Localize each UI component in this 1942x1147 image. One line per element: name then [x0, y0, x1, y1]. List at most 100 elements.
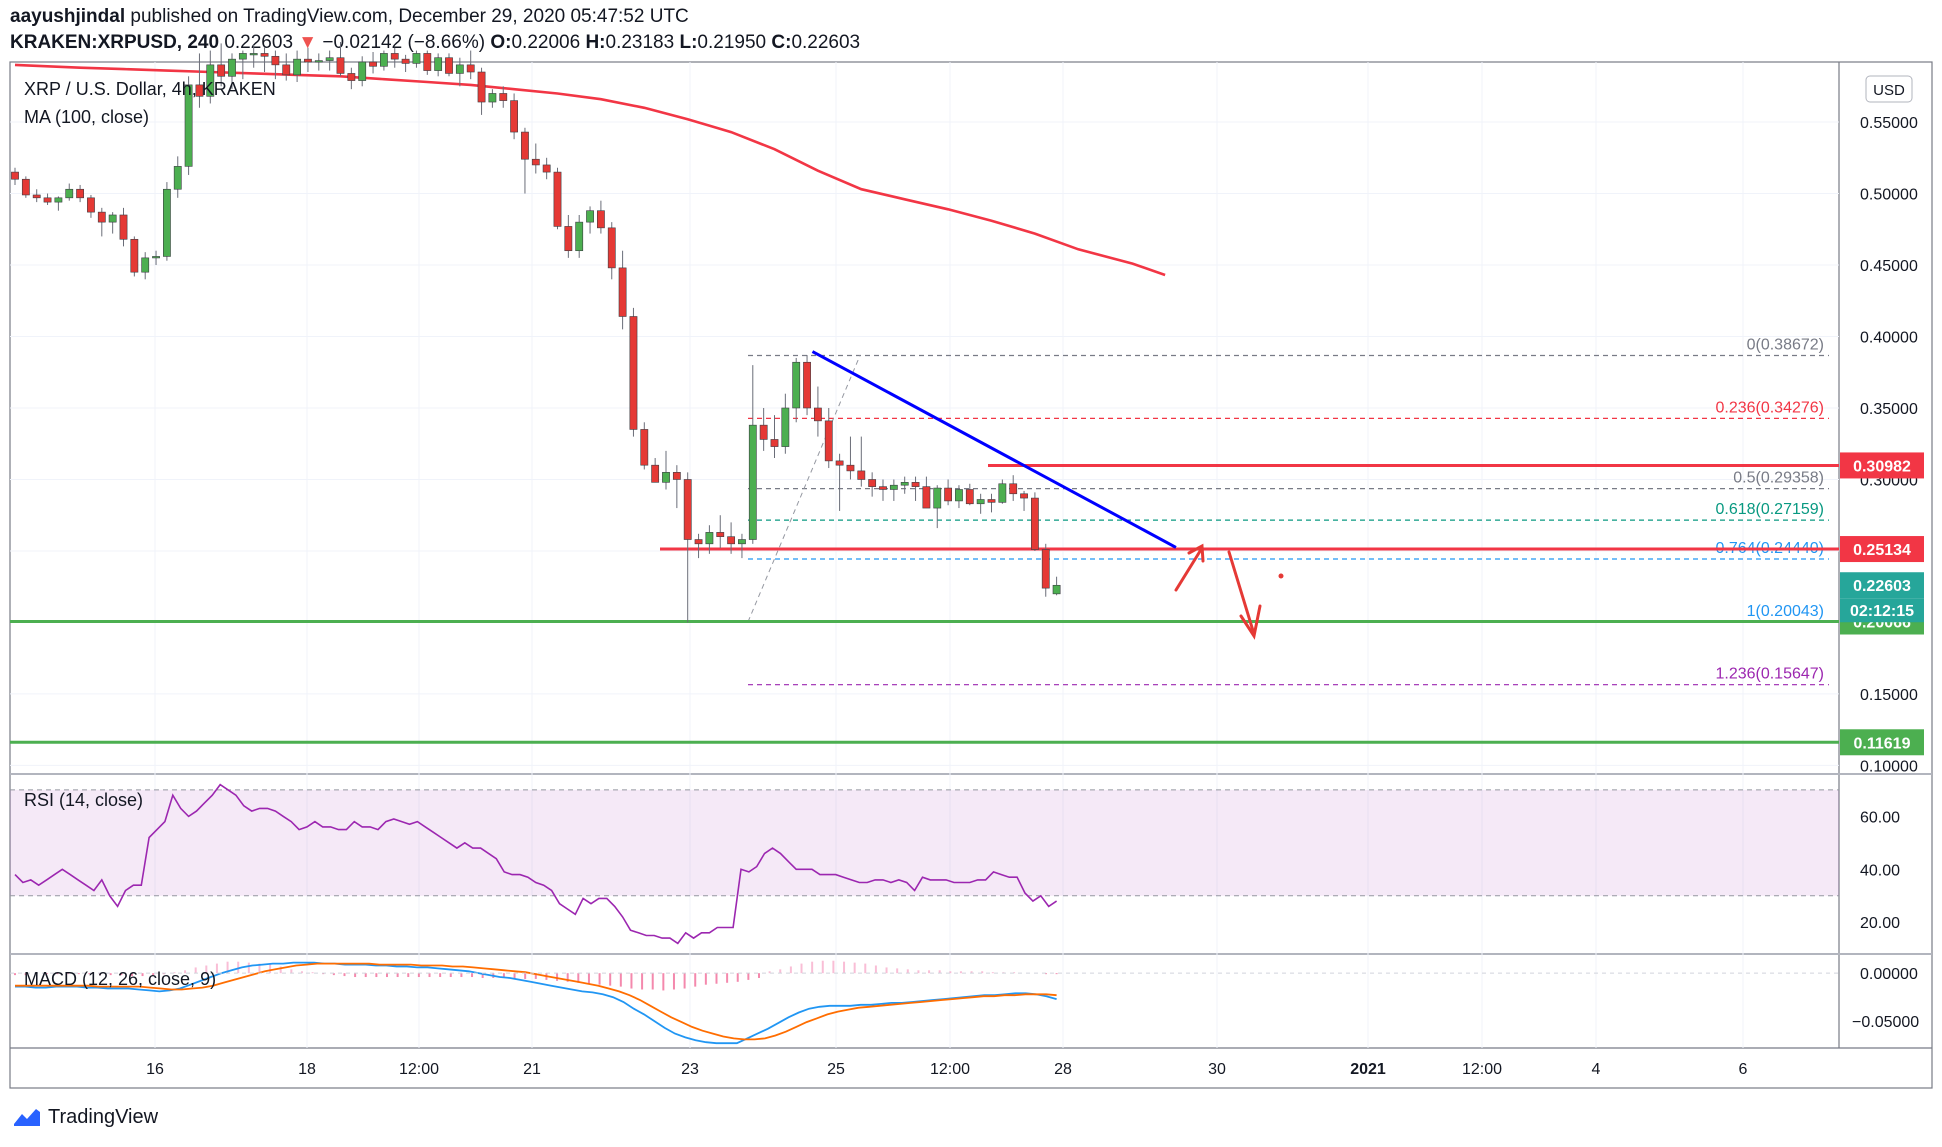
tradingview-logo-icon — [14, 1109, 40, 1126]
candle-body — [195, 84, 204, 97]
candle-body — [1020, 493, 1028, 499]
macd-lines — [10, 960, 1839, 1045]
currency-button[interactable] — [1865, 75, 1913, 103]
candle-body — [575, 221, 584, 252]
candle-body — [379, 53, 388, 67]
grid — [10, 62, 1839, 1048]
high-label: H: — [585, 32, 606, 53]
open-value: 0.22006 — [511, 32, 581, 53]
candle-body — [629, 316, 638, 430]
axes: 0.550000.500000.450000.400000.350000.300… — [146, 115, 1919, 1078]
candle-body — [727, 536, 735, 545]
last-price-tag-text: 0.22603 — [1853, 578, 1911, 595]
candle-body — [803, 361, 811, 409]
candle-body — [879, 486, 887, 490]
time-tick-label: 2021 — [1350, 1061, 1386, 1078]
candle-body — [423, 53, 432, 71]
candle-body — [824, 420, 833, 462]
author-name[interactable]: aayushjindal — [10, 6, 126, 27]
candle-body — [900, 482, 909, 486]
candle-body — [412, 53, 421, 64]
candle-body — [965, 489, 974, 505]
candle-body — [325, 57, 334, 61]
ohlc-header: KRAKEN:XRPUSD, 240 0.22603 ▼ −0.02142 (−… — [10, 32, 860, 54]
candle-body — [662, 472, 670, 483]
candle-body — [445, 57, 453, 74]
candle-body — [586, 210, 594, 223]
candle-body — [716, 532, 725, 537]
fib-level-label: 0.618(0.27159) — [1715, 501, 1824, 518]
candle-body — [87, 197, 95, 213]
time-tick-label: 6 — [1739, 1061, 1748, 1078]
fib-level-label: 1(0.20043) — [1747, 603, 1824, 620]
candle-body — [336, 57, 345, 74]
open-label: O: — [490, 32, 512, 53]
level-tag-text: 0.30982 — [1853, 458, 1911, 475]
horizontal-levels[interactable] — [10, 463, 1839, 744]
candle-body — [1031, 497, 1039, 550]
price-tick-label: 0.40000 — [1860, 330, 1918, 347]
candle-body — [759, 424, 768, 440]
candle-body — [43, 197, 52, 203]
countdown-text: 02:12:15 — [1850, 603, 1914, 620]
price-tick-label: 0.35000 — [1860, 401, 1918, 418]
candle-body — [521, 131, 529, 160]
symbol-label: KRAKEN:XRPUSD, 240 — [10, 32, 220, 53]
price-tags: 0.309820.251340.200660.116190.2260302:12… — [1840, 452, 1924, 756]
candle-body — [358, 61, 367, 81]
rsi-tick-label: 20.00 — [1860, 915, 1900, 932]
macd-tick-label: −0.05000 — [1852, 1014, 1919, 1031]
candle-body — [293, 58, 301, 76]
low-value: 0.21950 — [697, 32, 767, 53]
candle-body — [173, 166, 182, 190]
candle-body — [813, 407, 822, 422]
down-arrow-icon: ▼ — [298, 32, 318, 53]
price-tick-label: 0.15000 — [1860, 687, 1918, 704]
candle-body — [152, 256, 160, 259]
level-tag-box — [1840, 536, 1924, 563]
price-tick-label: 0.10000 — [1860, 758, 1918, 775]
trendline[interactable] — [811, 350, 1177, 549]
candle-body — [434, 57, 443, 71]
candle-body — [607, 227, 616, 269]
fib-level-label: 1.236(0.15647) — [1715, 666, 1824, 683]
ma-legend: MA (100, close) — [24, 107, 149, 127]
candle-body — [510, 100, 518, 133]
time-tick-label: 25 — [827, 1061, 845, 1078]
rsi-line — [14, 783, 1058, 945]
level-tag-box — [1840, 452, 1924, 479]
candle-body — [1041, 549, 1050, 589]
candle-body — [455, 64, 464, 74]
candle-body — [933, 487, 942, 509]
candle-body — [976, 499, 985, 505]
countdown-box — [1840, 598, 1924, 623]
fib-retracement[interactable]: 0(0.38672) 0.236(0.34276) 0.5(0.29358) 0.61… — [747, 336, 1829, 686]
candle-body — [130, 238, 139, 273]
fib-connector — [747, 355, 861, 623]
candle-body — [781, 407, 790, 447]
candles — [11, 41, 1061, 623]
time-tick-label: 28 — [1054, 1061, 1072, 1078]
rsi-polyline — [14, 783, 1058, 945]
candle-body — [390, 53, 399, 60]
candle-body — [369, 61, 377, 67]
candle-body — [217, 64, 226, 77]
candle-body — [76, 188, 84, 199]
candle-body — [466, 64, 475, 73]
published-text: published on TradingView.com, December 2… — [130, 6, 689, 27]
candle-body — [282, 64, 291, 76]
candle-body — [1009, 483, 1018, 495]
tradingview-footer[interactable]: TradingView — [12, 1102, 158, 1132]
candle-body — [705, 532, 714, 545]
macd-tick-label: 0.00000 — [1860, 966, 1918, 983]
candle-body — [184, 84, 193, 167]
rsi-tick-label: 40.00 — [1860, 862, 1900, 879]
candle-body — [618, 267, 627, 317]
projection-arrows — [1174, 543, 1284, 640]
candle-body — [694, 539, 703, 545]
macd-legend: MACD (12, 26, close, 9) — [24, 969, 216, 989]
currency-label: USD — [1873, 82, 1905, 99]
candle-body — [477, 71, 486, 103]
